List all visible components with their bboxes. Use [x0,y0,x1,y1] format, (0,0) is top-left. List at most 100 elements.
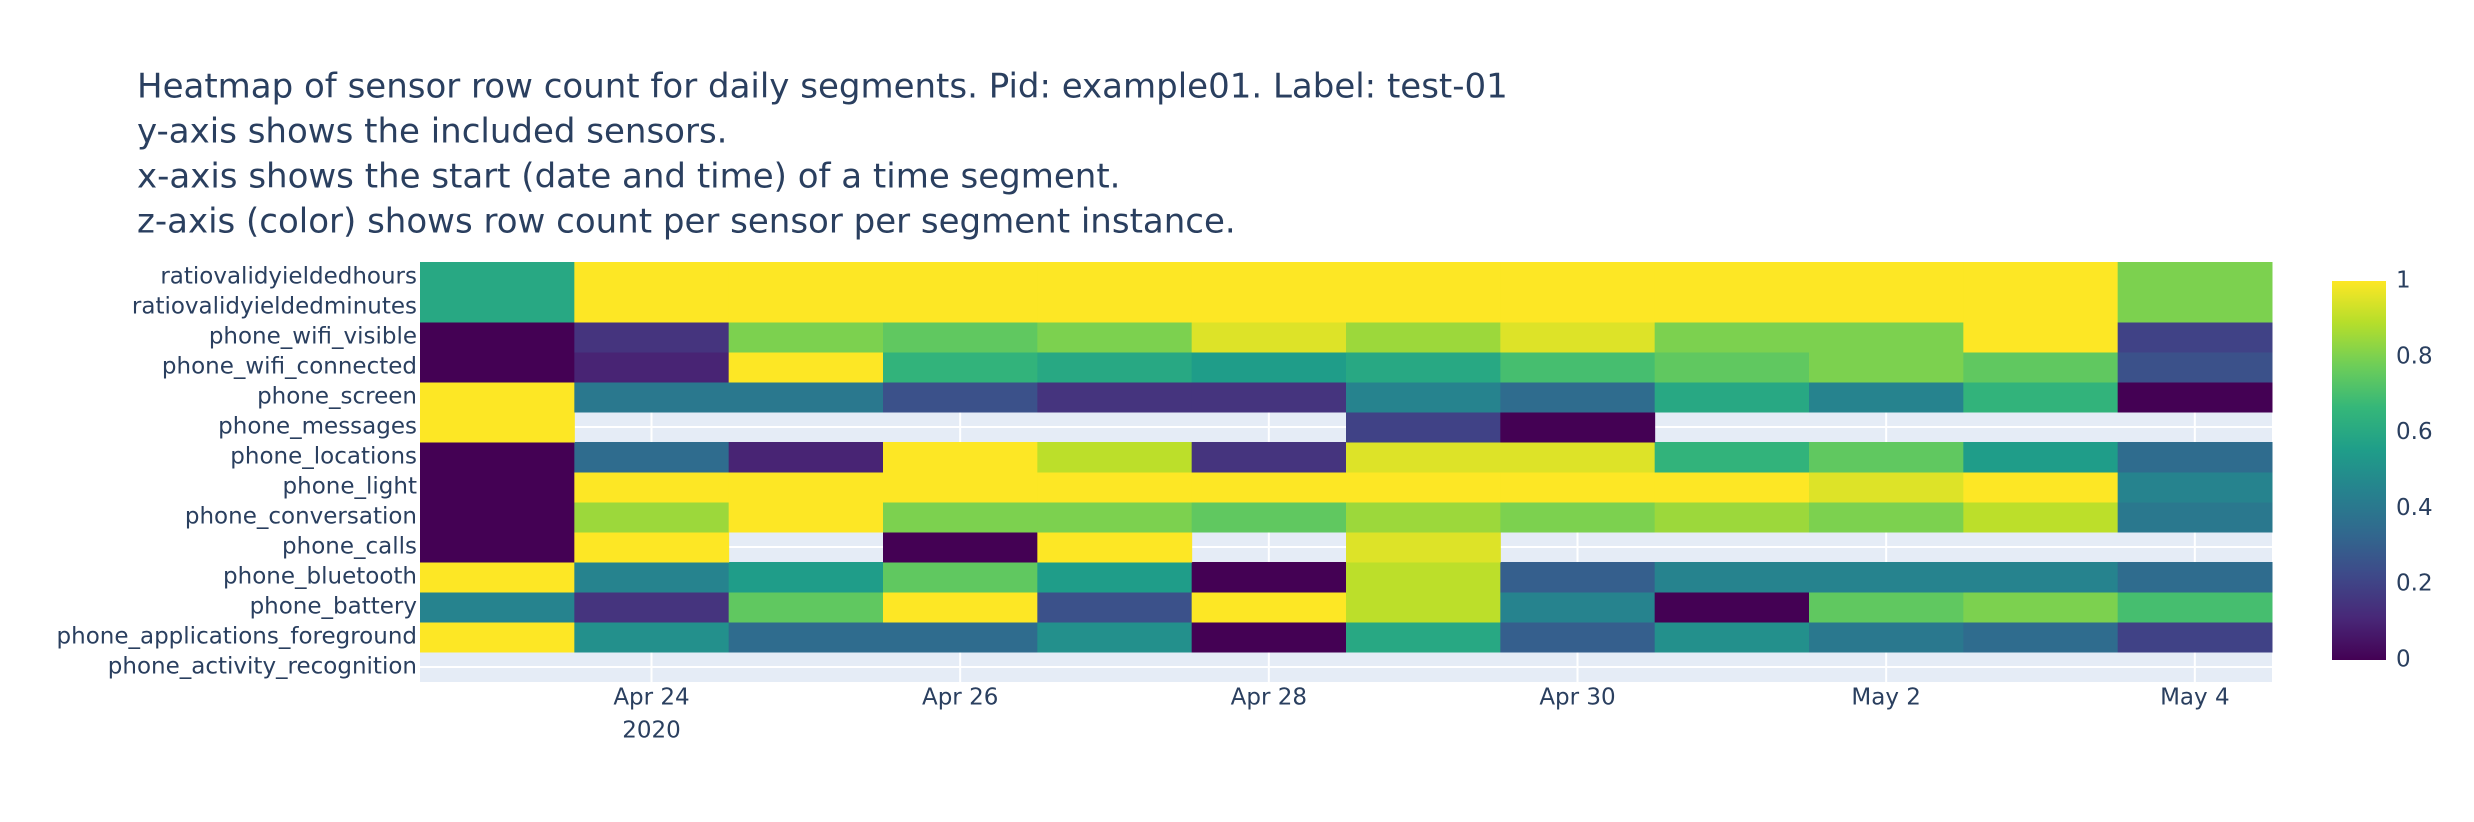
heatmap-cell [1191,592,1347,623]
heatmap-cell [728,502,884,533]
x-tick-label: Apr 28 [1231,685,1307,711]
heatmap-cell [420,442,575,473]
heatmap-cell [574,472,730,503]
heatmap-cell [1500,292,1656,323]
heatmap-cell [883,292,1038,323]
heatmap-cell [420,592,575,623]
heatmap-cell [1500,382,1656,413]
heatmap-cell [2117,592,2273,623]
heatmap-cell [2117,502,2273,533]
heatmap-cell [728,292,884,323]
heatmap-cell [420,532,575,563]
heatmap-cell [1654,592,1810,623]
colorbar-tick-label: 0.2 [2396,571,2433,597]
y-tick-label: phone_calls [282,534,417,560]
heatmap-cell [728,382,884,413]
heatmap-cell [1809,442,1964,473]
heatmap-cell [1037,382,1193,413]
heatmap-cell [1037,262,1193,293]
heatmap-cell [1191,382,1347,413]
y-tick-label: phone_screen [257,384,417,410]
heatmap-cell [1809,382,1964,413]
x-tick-label: Apr 24 [613,685,689,711]
heatmap-cell [1500,352,1656,383]
heatmap-cell [1191,442,1347,473]
heatmap-cell [1037,472,1193,503]
heatmap-cell [1346,502,1501,533]
heatmap-cell [574,262,730,293]
heatmap-cell [2117,322,2273,353]
heatmap-cell [1346,352,1501,383]
heatmap-cell [2117,292,2273,323]
heatmap-cell [1191,322,1347,353]
heatmap-cell [2117,562,2273,593]
heatmap-cell [1346,412,1501,443]
heatmap-cell [420,262,575,293]
heatmap-cell [883,472,1038,503]
heatmap-cell [728,352,884,383]
heatmap-cell [1037,532,1193,563]
y-tick-label: phone_light [283,474,417,500]
y-tick-label: phone_locations [230,444,417,470]
x-year-label: 2020 [622,718,681,744]
heatmap-cell [1963,562,2119,593]
chart-title: Heatmap of sensor row count for daily se… [137,67,1508,107]
heatmap-cell [574,532,730,563]
heatmap-cell [728,442,884,473]
x-tick-label: May 4 [2160,685,2230,711]
heatmap-cell [728,262,884,293]
colorbar [2332,281,2386,660]
heatmap-cell [574,502,730,533]
heatmap-cell [1500,472,1656,503]
heatmap-cell [1191,472,1347,503]
heatmap-cell [2117,622,2273,653]
heatmap-cell [1346,592,1501,623]
chart-title: y-axis shows the included sensors. [137,112,727,152]
chart-title: x-axis shows the start (date and time) o… [137,157,1121,197]
heatmap-cell [1346,382,1501,413]
heatmap-cell [1654,442,1810,473]
colorbar-tick-label: 0.6 [2396,419,2433,445]
heatmap-cell [1654,262,1810,293]
y-tick-label: phone_conversation [185,504,417,530]
heatmap-cell [420,472,575,503]
y-tick-label: phone_bluetooth [223,564,417,590]
heatmap-cell [1037,292,1193,323]
heatmap-cell [574,442,730,473]
heatmap-cell [1963,322,2119,353]
heatmap-cell [1191,622,1347,653]
heatmap-cell [2117,442,2273,473]
heatmap-cell [1654,502,1810,533]
y-tick-label: phone_battery [250,594,417,620]
heatmap-cell [1809,562,1964,593]
heatmap-cell [574,592,730,623]
heatmap-cell [883,382,1038,413]
heatmap-cell [1963,592,2119,623]
heatmap-cell [420,352,575,383]
x-tick-label: Apr 30 [1539,685,1615,711]
heatmap-cell [420,292,575,323]
y-tick-label: phone_wifi_visible [209,324,417,350]
heatmap-cell [1809,502,1964,533]
heatmap-cell [420,412,575,443]
heatmap-cell [1809,472,1964,503]
heatmap-cell [574,562,730,593]
heatmap-cell [1346,472,1501,503]
heatmap-cell [1191,352,1347,383]
heatmap-cell [728,472,884,503]
heatmap-cell [1500,262,1656,293]
heatmap-cell [728,592,884,623]
heatmap-cell [420,322,575,353]
x-tick-label: May 2 [1851,685,1921,711]
y-tick-label: phone_wifi_connected [162,354,417,380]
y-tick-label: ratiovalidyieldedhours [160,264,417,290]
heatmap-cell [1654,562,1810,593]
heatmap-cell [1963,442,2119,473]
heatmap-cell [883,352,1038,383]
heatmap-cell [1654,292,1810,323]
heatmap-cell [1346,442,1501,473]
heatmap-cell [1037,322,1193,353]
heatmap-cell [1809,592,1964,623]
